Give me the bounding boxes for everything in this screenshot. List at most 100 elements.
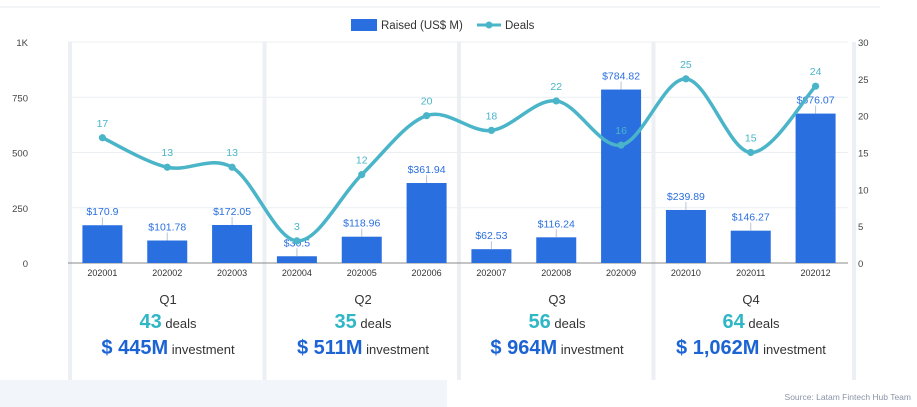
raised-bar [82,225,123,263]
right-axis-tick-label: 15 [858,149,869,160]
quarter-investment: $ 964M [490,337,558,359]
quarter-investment: $ 445M [101,337,169,359]
quarter-deals-count: 43 [139,311,162,333]
raised-bar [536,237,577,263]
legend-bar-label: Raised (US$ M) [381,20,463,32]
deals-point-label: 25 [680,59,692,71]
quarter-band-divider [68,42,72,380]
raised-bar [147,240,188,263]
x-tick-label: 202008 [541,268,571,278]
legend-bar-swatch [351,19,377,31]
deals-point [747,148,755,157]
raised-bar-label: $784.82 [602,71,640,83]
left-axis-tick-label: 250 [12,204,28,215]
x-tick-label: 202001 [87,268,117,278]
deals-point-label: 16 [615,125,627,137]
right-axis-tick-label: 25 [858,75,869,86]
deals-point-label: 12 [356,155,368,167]
deals-word: deals [748,316,780,331]
quarter-band-divider [852,42,856,380]
quarter-label: Q1 [159,292,177,307]
raised-bar-label: $62.53 [475,230,507,242]
quarter-deals-count: 56 [528,311,551,333]
raised-bar-label: $116.24 [538,218,575,230]
deals-point-label: 20 [421,96,433,108]
deals-point-label: 3 [294,221,300,233]
raised-bar [665,209,706,263]
quarter-label: Q4 [742,292,760,307]
raised-bar-label: $239.89 [667,191,705,203]
investment-word: investment [171,342,235,357]
legend-line-label: Deals [505,20,535,32]
investment-word: investment [560,342,624,357]
bottom-band [0,380,447,407]
x-tick-labels: 202001 202002 202003 202004 202005 202006 2020… [87,268,830,278]
left-axis-tick-label: 500 [12,149,28,160]
deals-line-layer: 17 13 13 3 12 20 18 22 16 25 15 24 [97,59,822,245]
raised-bar [406,183,447,263]
source-note: Source: Latam Fintech Hub Team [784,392,911,402]
quarter-band-divider [651,42,656,380]
deals-point-label: 17 [97,118,109,130]
deals-point-label: 18 [486,110,498,122]
raised-bar-label: $172.05 [213,206,251,218]
right-axis-ticks: 0 5 10 15 20 25 30 [858,38,869,270]
deals-word: deals [360,316,392,331]
x-tick-label: 202002 [152,268,182,278]
x-tick-label: 202010 [671,268,701,278]
deals-point [228,163,236,171]
left-axis-tick-label: 1K [16,38,28,49]
left-axis-ticks: 0 250 500 750 1K [12,38,29,270]
right-axis-tick-label: 0 [858,259,863,270]
deals-point-label: 15 [745,133,757,145]
quarter-investment: $ 1,062M [676,337,760,359]
deals-point [811,82,820,90]
raised-bar [471,249,512,263]
quarter-label: Q2 [354,292,372,307]
raised-bar-label: $118.96 [343,218,380,230]
deals-point-label: 13 [161,147,173,159]
raised-bar [601,89,642,263]
deals-point [487,126,496,134]
deals-point [617,141,625,149]
deals-point [682,75,690,83]
legend-line-marker [485,21,493,29]
right-axis-tick-label: 20 [858,112,869,123]
deals-point-label: 13 [226,147,238,159]
raised-bars [82,89,836,263]
x-tick-label: 202005 [347,268,377,278]
quarter-label: Q3 [548,292,566,307]
right-axis-tick-label: 5 [858,222,863,233]
right-axis-tick-label: 10 [858,185,869,196]
gridlines [68,41,848,264]
raised-bar [276,256,317,263]
investment-word: investment [763,342,826,357]
raised-bar-label: $101.78 [148,222,186,234]
x-tick-label: 202011 [736,268,765,278]
deals-point [293,237,301,245]
right-axis-tick-label: 30 [858,38,869,49]
quarter-summary-q2: Q2 35 deals $ 511M investment [268,292,458,360]
raised-bar-label: $361.94 [408,164,446,176]
x-tick-label: 202007 [476,268,506,278]
quarter-deals-count: 64 [722,311,745,333]
raised-bar [341,236,382,263]
quarter-investment: $ 511M [296,337,363,359]
left-axis-tick-label: 0 [23,259,28,270]
raised-bar-labels: $170.9$101.78$172.05$30.5$118.96$361.94$… [86,71,835,257]
quarter-deals-count: 35 [334,311,357,333]
x-tick-label: 202012 [801,268,831,278]
legend: Raised (US$ M) Deals [351,19,535,32]
x-tick-label: 202004 [282,268,312,278]
x-tick-label: 202006 [412,268,442,278]
deals-point [552,97,560,105]
raised-bar [795,113,836,263]
raised-bar [212,224,253,263]
raised-bar-label: $146.27 [732,212,770,224]
deals-word: deals [554,316,586,331]
investment-word: investment [366,342,430,357]
deals-point [422,112,431,120]
left-axis-tick-label: 750 [12,93,28,104]
quarter-summary-q4: Q4 64 deals $ 1,062M investment [656,292,846,360]
